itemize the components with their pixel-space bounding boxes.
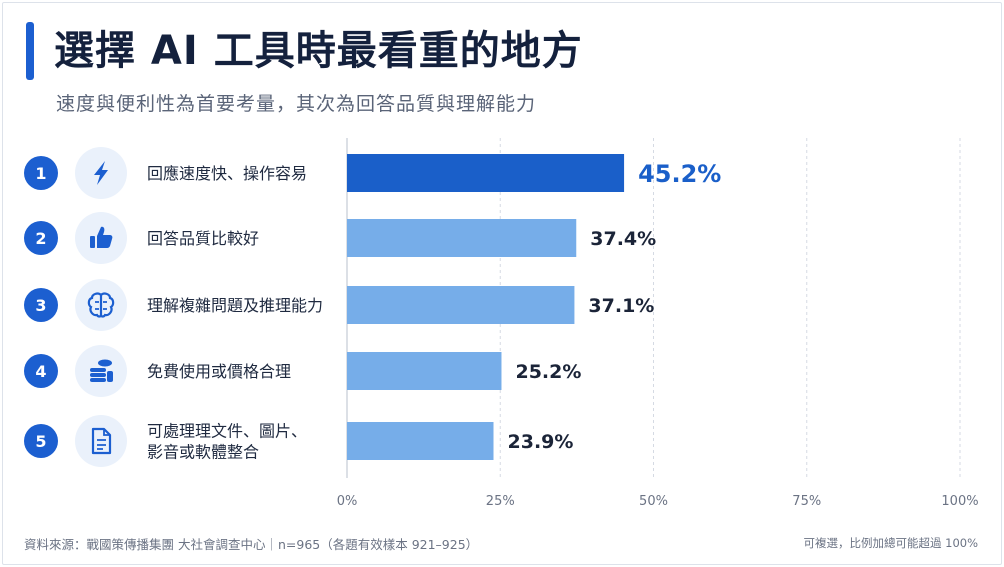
rank-badge bbox=[24, 221, 58, 255]
bar bbox=[347, 286, 575, 324]
rank-number: 5 bbox=[35, 432, 46, 451]
rank-number: 3 bbox=[35, 296, 46, 315]
bar bbox=[347, 219, 577, 257]
rank-badge bbox=[24, 156, 58, 190]
coins-icon bbox=[90, 359, 113, 382]
rank-number: 4 bbox=[35, 362, 46, 381]
category-label: 影音或軟體整合 bbox=[147, 443, 259, 462]
category-label: 回應速度快、操作容易 bbox=[147, 164, 307, 183]
x-tick-label: 50% bbox=[639, 494, 668, 509]
thumbs-up-icon bbox=[90, 226, 113, 248]
category-label: 回答品質比較好 bbox=[147, 229, 259, 248]
bar bbox=[347, 422, 494, 460]
rank-badge bbox=[24, 354, 58, 388]
source-note: 資料來源：戰國策傳播集團 大社會調查中心｜n=965（各題有效樣本 921–92… bbox=[24, 537, 479, 552]
value-label: 37.1% bbox=[588, 295, 654, 317]
value-label: 37.4% bbox=[590, 228, 656, 250]
rank-number: 1 bbox=[35, 164, 46, 183]
lightning-icon bbox=[94, 161, 108, 185]
category-label: 免費使用或價格合理 bbox=[147, 362, 291, 381]
bar bbox=[347, 154, 625, 192]
bar bbox=[347, 352, 502, 390]
page-title: 選擇 AI 工具時最看重的地方 bbox=[54, 28, 583, 74]
x-tick-label: 25% bbox=[486, 494, 515, 509]
icon-circle bbox=[75, 415, 127, 467]
document-icon bbox=[91, 427, 112, 455]
x-tick-label: 75% bbox=[792, 494, 821, 509]
x-tick-label: 100% bbox=[941, 494, 978, 509]
rank-badge bbox=[24, 288, 58, 322]
brain-icon bbox=[87, 292, 115, 318]
value-label: 45.2% bbox=[638, 160, 721, 188]
x-tick-label: 0% bbox=[337, 494, 358, 509]
value-label: 23.9% bbox=[508, 431, 574, 453]
value-label: 25.2% bbox=[515, 361, 581, 383]
category-label: 理解複雜問題及推理能力 bbox=[147, 296, 323, 315]
category-label: 可處理理文件、圖片、 bbox=[147, 422, 307, 441]
multi-select-note: 可複選，比例加總可能超過 100% bbox=[803, 536, 978, 550]
rank-badge bbox=[24, 424, 58, 458]
rank-number: 2 bbox=[35, 229, 46, 248]
title-accent-bar bbox=[26, 22, 34, 80]
page-subtitle: 速度與便利性為首要考量，其次為回答品質與理解能力 bbox=[56, 93, 537, 115]
